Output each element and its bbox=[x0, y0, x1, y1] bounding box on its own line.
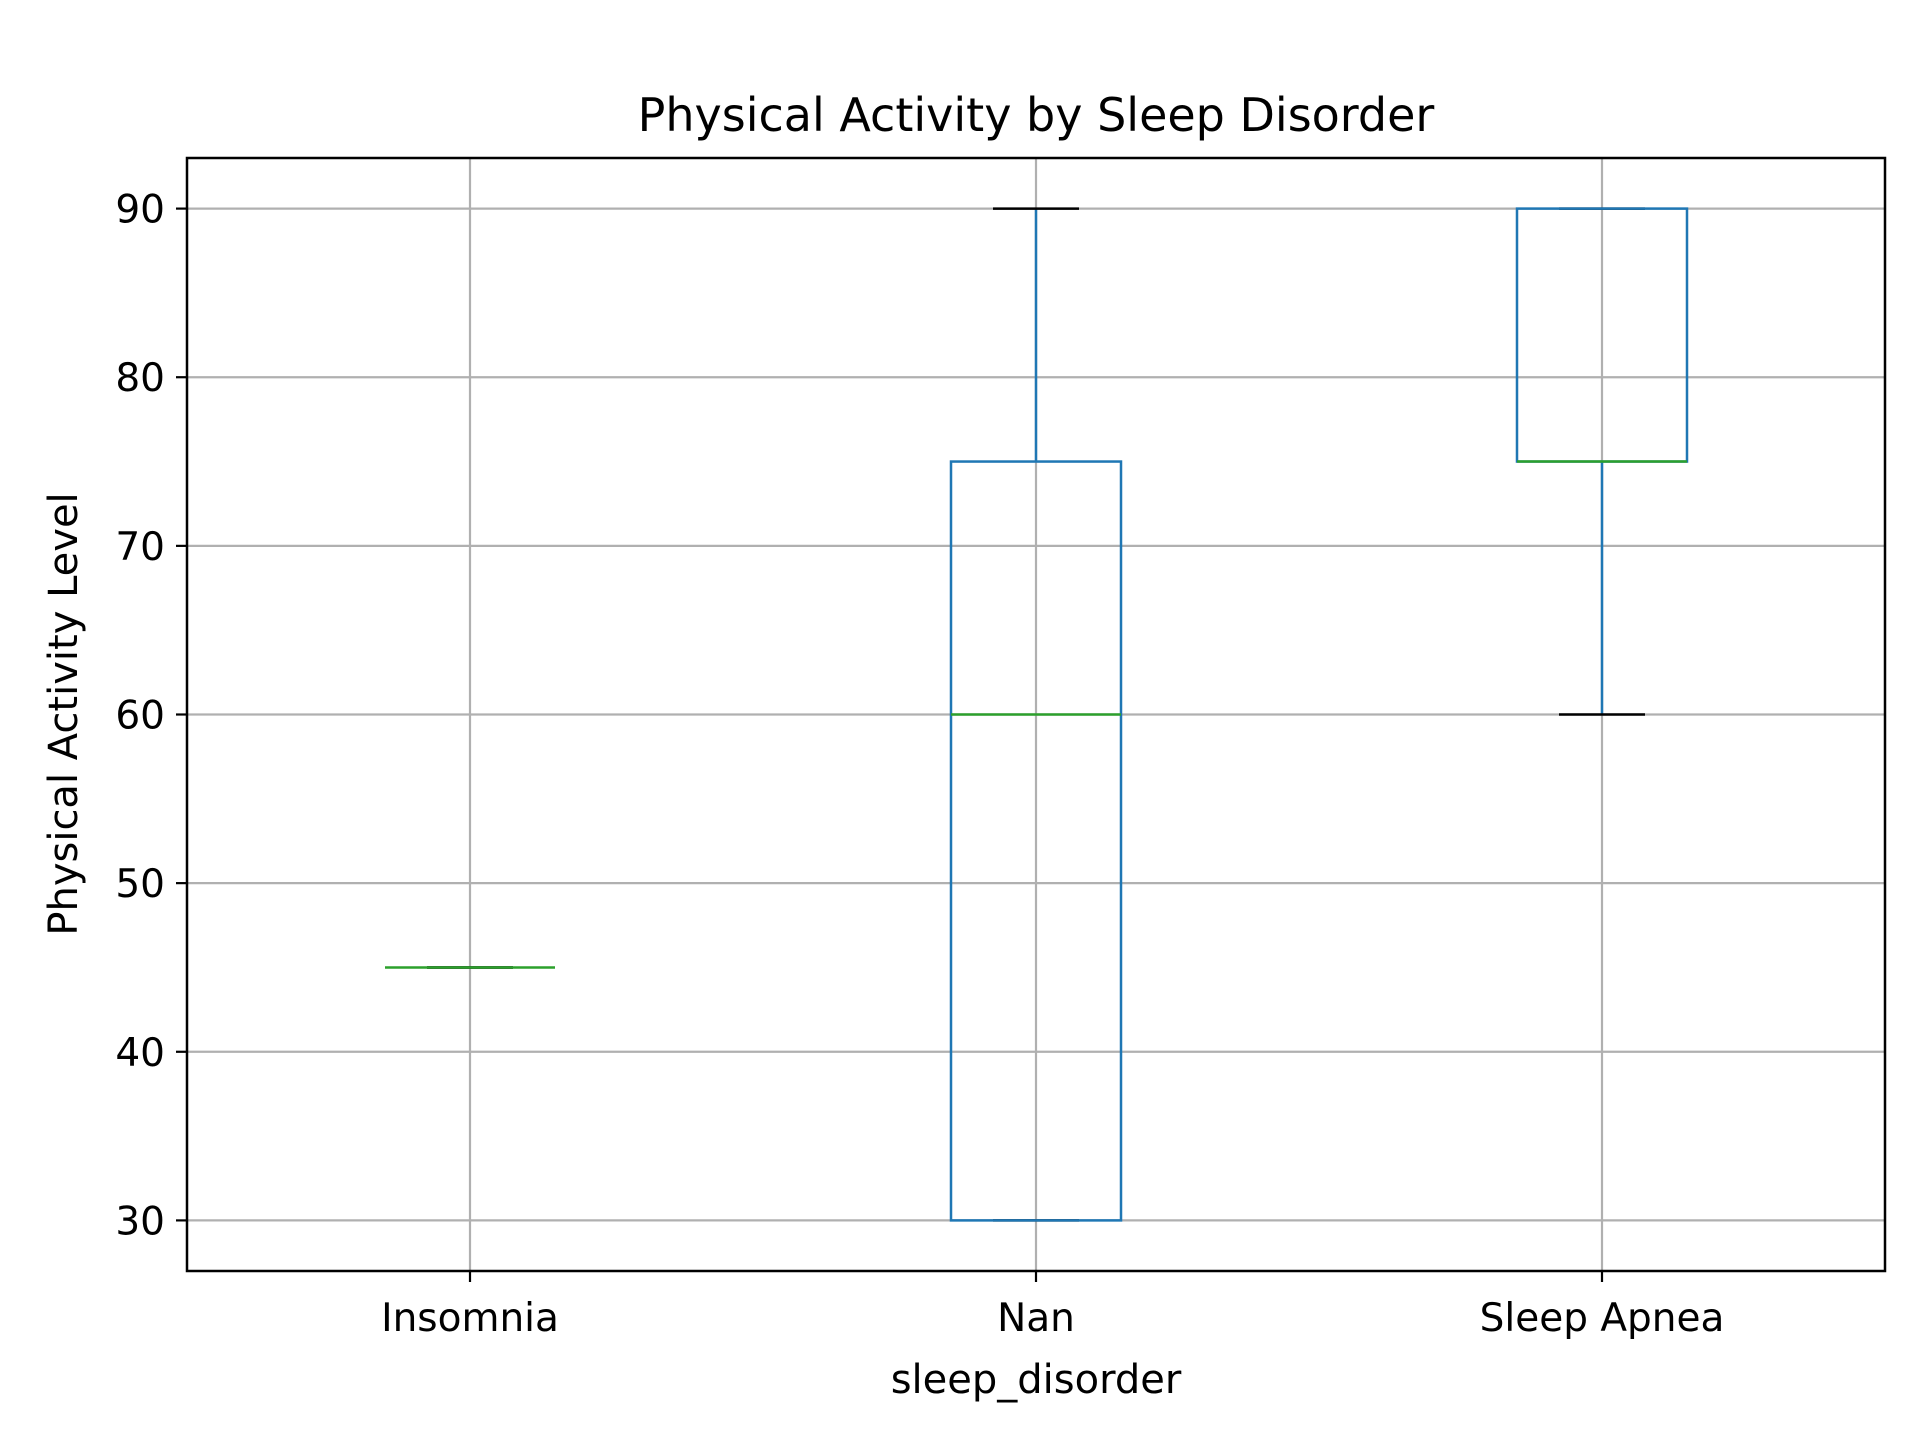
x-tick-label: Sleep Apnea bbox=[1480, 1296, 1725, 1341]
axis-ticks: 30 40 50 60 70 80 90 Insomnia Nan Sleep Apnea bbox=[115, 188, 1724, 1341]
y-tick-label: 80 bbox=[115, 356, 165, 401]
y-tick-label: 40 bbox=[115, 1031, 165, 1076]
y-tick-label: 60 bbox=[115, 694, 165, 739]
x-axis-label: sleep_disorder bbox=[891, 1357, 1182, 1403]
y-tick-label: 90 bbox=[115, 188, 165, 233]
y-axis-label: Physical Activity Level bbox=[41, 492, 87, 935]
x-tick-label: Insomnia bbox=[381, 1296, 559, 1341]
box-series bbox=[385, 207, 1689, 1222]
x-tick-label: Nan bbox=[997, 1296, 1075, 1341]
y-tick-label: 70 bbox=[115, 525, 165, 570]
y-tick-label: 50 bbox=[115, 862, 165, 907]
y-tick-label: 30 bbox=[115, 1199, 165, 1244]
box-iqr bbox=[949, 460, 1123, 1222]
chart-title: Physical Activity by Sleep Disorder bbox=[638, 88, 1435, 142]
